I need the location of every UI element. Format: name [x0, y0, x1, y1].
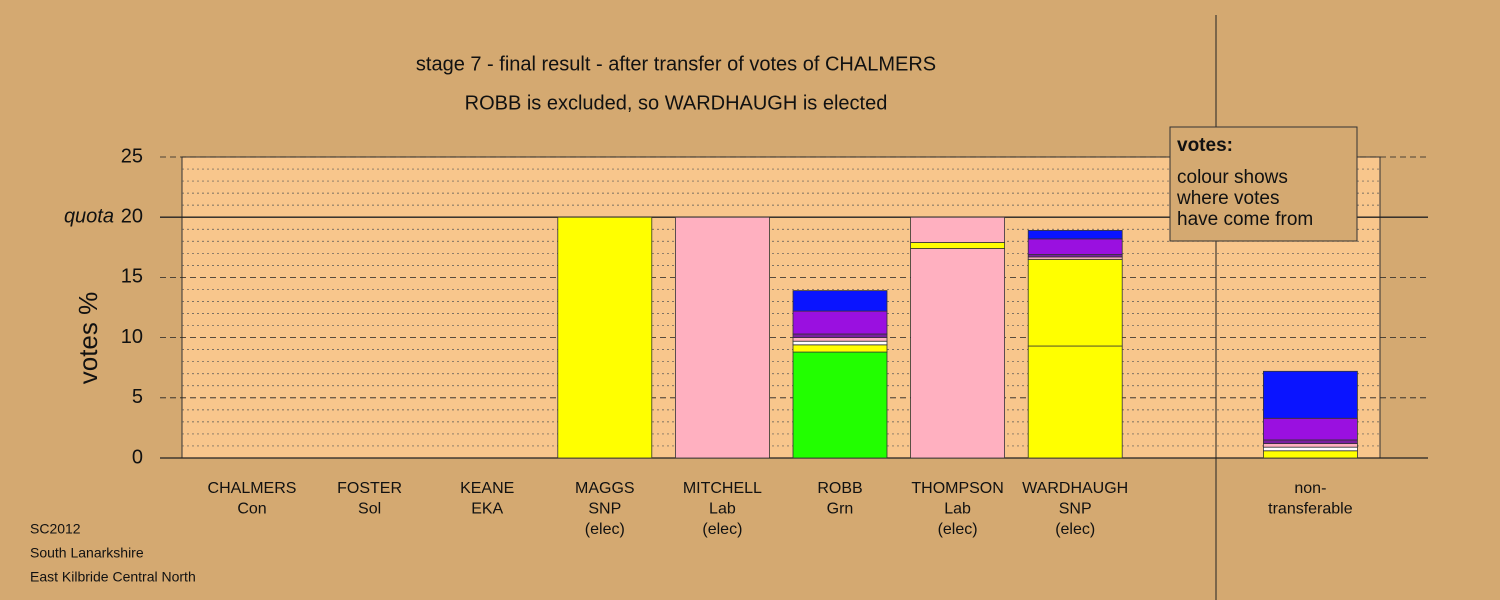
bar-segment [1027, 258, 1123, 347]
x-tick-label: Lab [709, 501, 736, 518]
bar-segment [1263, 450, 1358, 459]
x-tick-label: WARDHAUGH [1022, 480, 1128, 497]
bar-segment [1027, 238, 1123, 255]
x-tick-label: CHALMERS [208, 480, 297, 497]
x-tick-label: Lab [944, 501, 971, 518]
x-tick-label: (elec) [1055, 521, 1095, 538]
bar-segment [1263, 417, 1358, 441]
y-tick-label: 10 [121, 326, 143, 348]
note-line: where votes [1176, 188, 1279, 209]
y-tick-label: 15 [121, 266, 143, 288]
bar-segment [910, 248, 1005, 459]
x-tick-label: Grn [827, 501, 854, 518]
bar-segment [910, 242, 1005, 249]
y-tick-label: 0 [132, 446, 143, 468]
bar-segment [792, 340, 888, 346]
footer-line: South Lanarkshire [30, 545, 144, 561]
bars: CHALMERS Con FOSTER Sol KEANE EKA MAGGS SNP (ele… [208, 216, 1358, 538]
x-tick-label: Sol [358, 501, 381, 518]
x-tick-label: (elec) [938, 521, 978, 538]
bar-segment [1263, 446, 1358, 452]
x-tick-label: ROBB [817, 480, 862, 497]
note-frame [1169, 126, 1358, 242]
bar-segment [1263, 370, 1358, 419]
x-tick-label: KEANE [460, 480, 514, 497]
x-tick-label: transferable [1268, 501, 1353, 518]
y-tick-label: 5 [132, 386, 143, 408]
chart-title: stage 7 - final result - after transfer … [416, 53, 936, 75]
note-box: votes: colour shows where votes have com… [1169, 126, 1358, 242]
bar-segment [792, 351, 888, 459]
x-tick-label: (elec) [585, 521, 625, 538]
x-tick-label: MAGGS [575, 480, 635, 497]
note-title: votes: [1177, 135, 1233, 156]
bar-segment [910, 216, 1005, 243]
note-line: colour shows [1177, 167, 1288, 188]
bar-segment [1027, 230, 1123, 240]
note-line: have come from [1177, 209, 1313, 230]
x-tick-label: Con [237, 501, 266, 518]
x-tick-label: non- [1294, 480, 1326, 497]
x-tick-label: SNP [588, 501, 621, 518]
chart-subtitle: ROBB is excluded, so WARDHAUGH is electe… [465, 92, 888, 114]
quota-label: quota [64, 205, 114, 227]
bar-segment [792, 333, 888, 339]
bar-segment [792, 344, 888, 353]
bar-segment [792, 290, 888, 312]
x-tick-label: SNP [1059, 501, 1092, 518]
bar-segment [1263, 439, 1358, 444]
bar-segment [675, 216, 770, 459]
x-tick-label: MITCHELL [683, 480, 762, 497]
x-tick-label: FOSTER [337, 480, 402, 497]
x-tick-label: THOMPSON [911, 480, 1003, 497]
y-tick-label: 25 [121, 145, 143, 167]
bar-segment [557, 216, 653, 459]
y-tick-label: 20 [121, 205, 143, 227]
x-tick-label: EKA [471, 501, 503, 518]
bar-segment [1263, 443, 1358, 448]
footer-line: SC2012 [30, 521, 81, 537]
bar-segment [792, 310, 888, 335]
bar-segment [1027, 345, 1123, 459]
x-tick-label: (elec) [702, 521, 742, 538]
footer-line: East Kilbride Central North [30, 569, 196, 585]
y-axis-label: votes % [73, 292, 103, 385]
bar-segment [792, 337, 888, 342]
